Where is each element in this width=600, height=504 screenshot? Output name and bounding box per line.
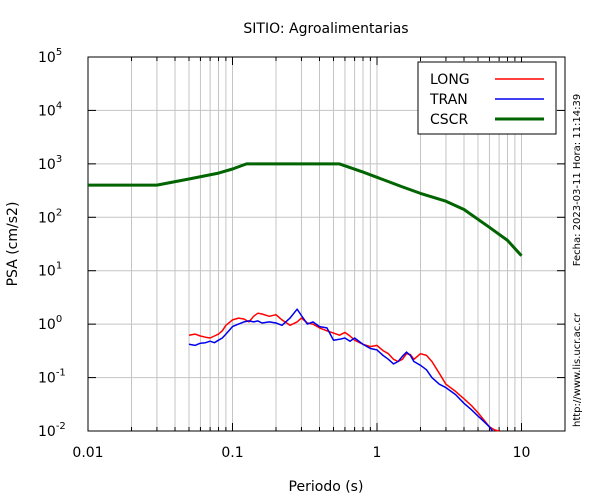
y-tick-label: 100 <box>38 314 62 333</box>
x-tick-label: 10 <box>513 445 531 461</box>
legend-label-tran: TRAN <box>429 92 468 108</box>
grid-layer <box>87 56 566 432</box>
legend-label-long: LONG <box>430 72 470 88</box>
y-tick-label: 103 <box>38 154 62 173</box>
series-line-long <box>188 312 500 432</box>
legend-box <box>417 61 557 135</box>
series-layer <box>88 162 523 432</box>
y-axis-label: PSA (cm/s2) <box>5 202 21 287</box>
x-tick-label: 0.01 <box>72 445 103 461</box>
legend: LONG TRAN CSCR <box>417 61 557 135</box>
y-tick-label: 10-2 <box>38 421 66 440</box>
x-tick-label: 0.1 <box>221 445 243 461</box>
legend-label-cscr: CSCR <box>430 112 468 128</box>
plot-frame <box>87 56 566 432</box>
chart-title: SITIO: Agroalimentarias <box>243 21 408 37</box>
y-tick-label: 101 <box>38 261 62 280</box>
x-axis-label: Periodo (s) <box>289 479 364 495</box>
y-tick-label: 105 <box>38 47 62 66</box>
source-url-text: http://www.lis.ucr.ac.cr <box>572 312 583 427</box>
x-tick-label: 1 <box>373 445 382 461</box>
series-line-cscr <box>88 162 523 257</box>
series-line-tran <box>188 308 494 432</box>
y-tick-label: 102 <box>38 207 62 226</box>
timestamp-text: Fecha: 2023-03-11 Hora: 11:14:39 <box>572 94 583 267</box>
y-tick-label: 10-1 <box>38 368 66 387</box>
tick-layer: 0.01 0.1 1 10 10-2 10-1 100 101 102 103 104 105 <box>38 47 566 461</box>
y-tick-label: 104 <box>38 100 62 119</box>
